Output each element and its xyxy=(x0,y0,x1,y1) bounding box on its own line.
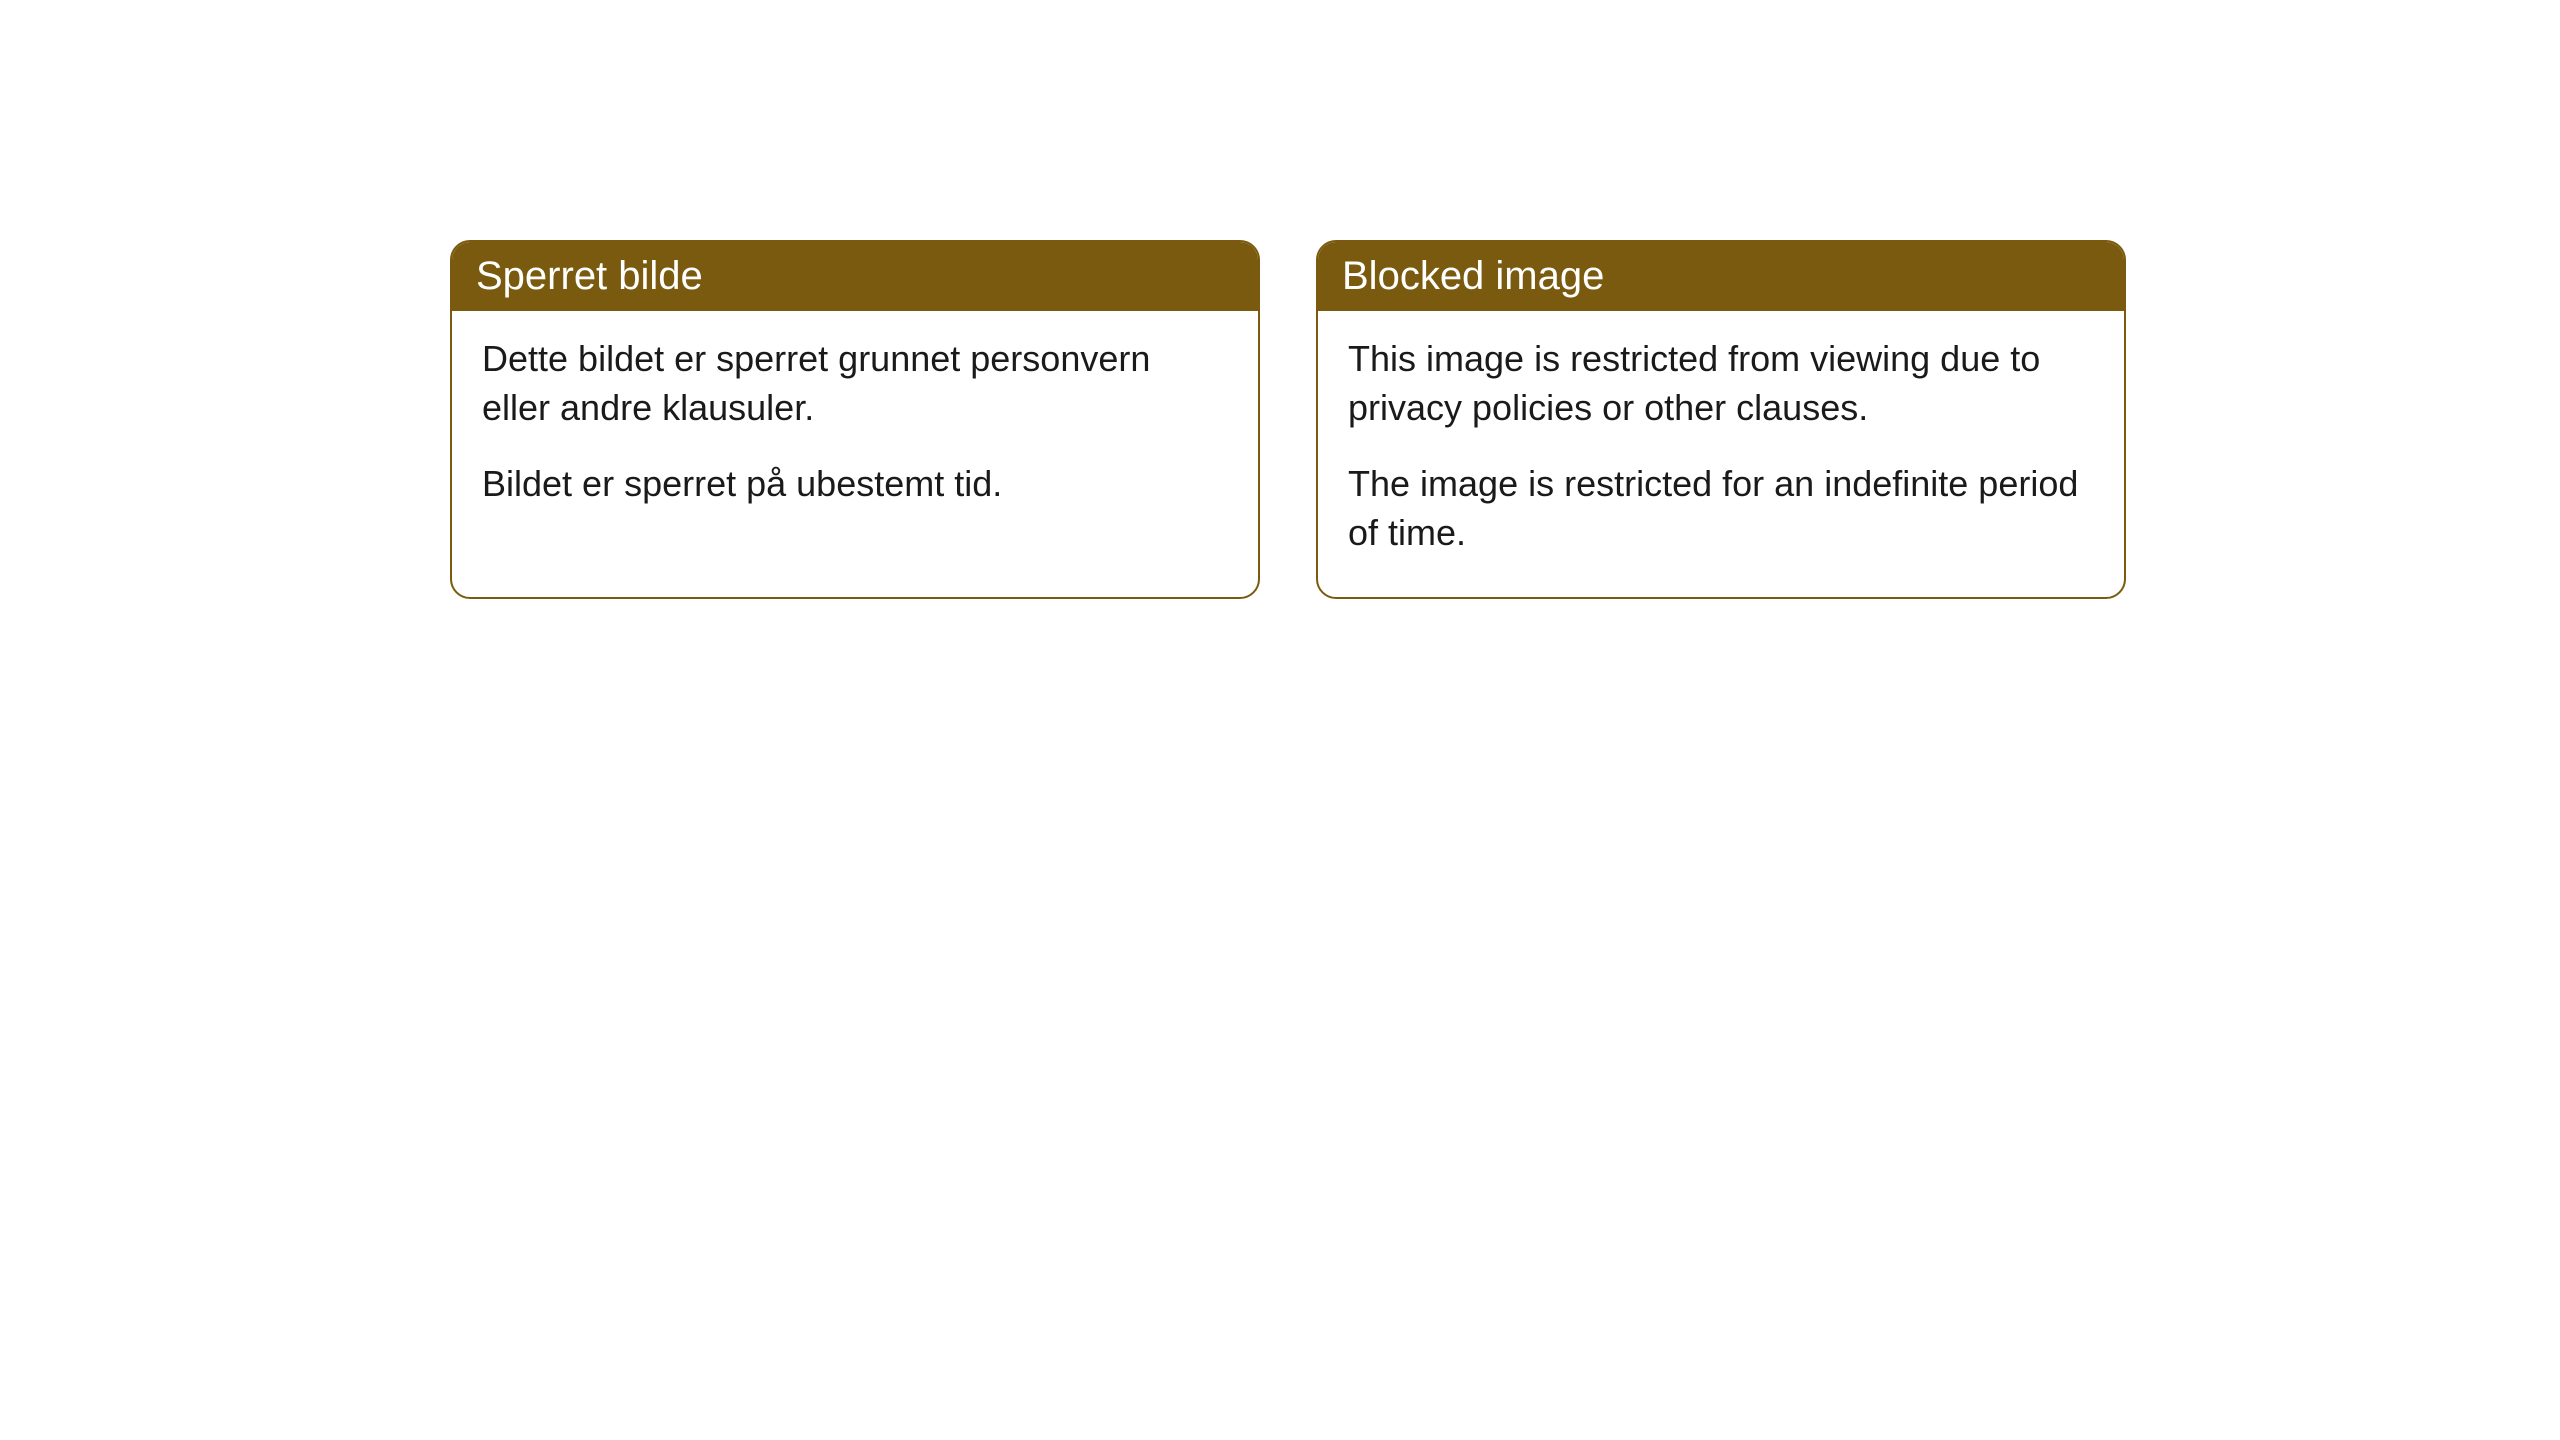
card-title: Blocked image xyxy=(1342,254,1604,298)
card-header: Blocked image xyxy=(1318,242,2124,311)
blocked-image-card-norwegian: Sperret bilde Dette bildet er sperret gr… xyxy=(450,240,1260,599)
card-body: Dette bildet er sperret grunnet personve… xyxy=(452,311,1258,549)
notice-cards-container: Sperret bilde Dette bildet er sperret gr… xyxy=(450,240,2560,599)
card-body: This image is restricted from viewing du… xyxy=(1318,311,2124,597)
card-title: Sperret bilde xyxy=(476,254,703,298)
notice-paragraph-1: Dette bildet er sperret grunnet personve… xyxy=(482,335,1228,432)
blocked-image-card-english: Blocked image This image is restricted f… xyxy=(1316,240,2126,599)
notice-paragraph-1: This image is restricted from viewing du… xyxy=(1348,335,2094,432)
notice-paragraph-2: Bildet er sperret på ubestemt tid. xyxy=(482,460,1228,509)
card-header: Sperret bilde xyxy=(452,242,1258,311)
notice-paragraph-2: The image is restricted for an indefinit… xyxy=(1348,460,2094,557)
